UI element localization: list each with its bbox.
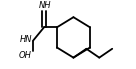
Text: NH: NH	[38, 1, 51, 10]
Text: OH: OH	[19, 51, 32, 60]
Text: HN: HN	[19, 35, 32, 44]
